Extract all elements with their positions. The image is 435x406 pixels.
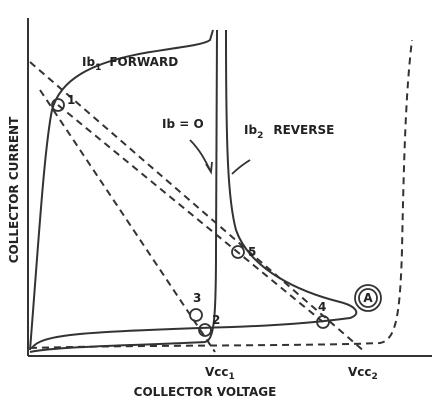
callout-circle bbox=[358, 288, 378, 308]
supply-label: Vcc1 bbox=[205, 365, 235, 382]
supply-label: Vcc2 bbox=[348, 365, 378, 382]
point bbox=[231, 245, 245, 259]
load-line bbox=[39, 89, 216, 353]
point-label: 2 bbox=[212, 313, 220, 327]
point-label: 1 bbox=[67, 93, 75, 107]
load-line bbox=[29, 61, 366, 353]
dashed-curve bbox=[29, 39, 413, 349]
point-label: 5 bbox=[248, 245, 256, 259]
curve-label: Ib1 FORWARD bbox=[82, 55, 178, 73]
curve-zero bbox=[29, 29, 218, 353]
callout-circle bbox=[354, 284, 382, 312]
y-axis-label: COLLECTOR CURRENT bbox=[7, 116, 21, 263]
point bbox=[51, 98, 65, 112]
point-label: 3 bbox=[193, 291, 201, 305]
point-label: 4 bbox=[318, 300, 326, 314]
point bbox=[316, 315, 330, 329]
callout-label: A bbox=[363, 291, 373, 305]
point bbox=[189, 308, 203, 322]
curve-label: Ib = O bbox=[162, 117, 204, 131]
arrow bbox=[231, 159, 251, 175]
load-line bbox=[57, 104, 324, 323]
x-axis-label: COLLECTOR VOLTAGE bbox=[134, 385, 277, 399]
curve-reverse bbox=[31, 29, 358, 349]
point bbox=[198, 323, 212, 337]
arrowhead bbox=[205, 161, 213, 175]
curve-forward bbox=[29, 29, 214, 351]
curve-label: Ib2 REVERSE bbox=[244, 123, 334, 141]
